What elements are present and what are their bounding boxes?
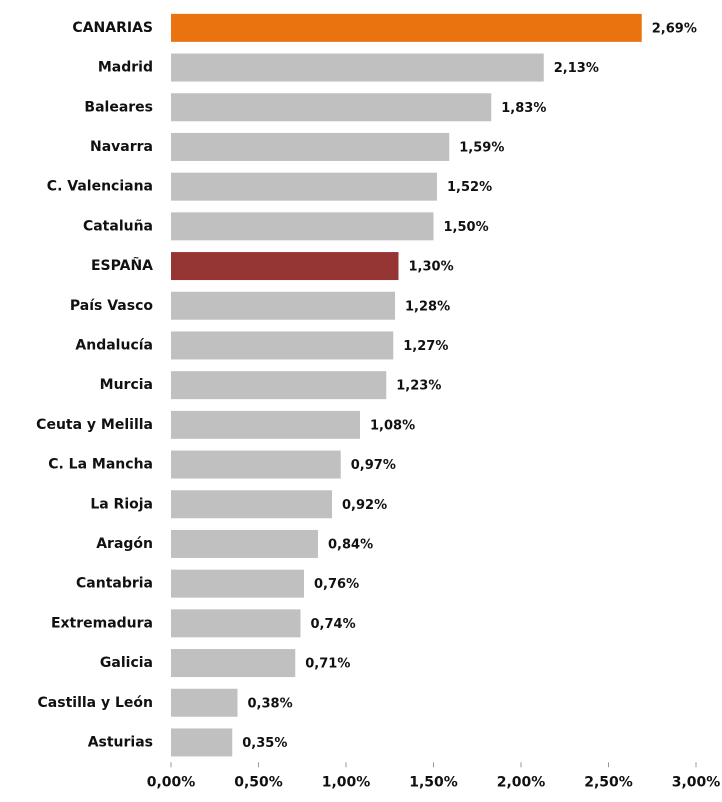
bar — [171, 252, 399, 281]
y-tick-label: C. La Mancha — [48, 457, 153, 473]
bar — [171, 13, 642, 42]
y-tick-label: Galicia — [100, 655, 153, 671]
value-label: 2,13% — [554, 61, 599, 76]
bar — [171, 212, 434, 241]
y-tick-label: CANARIAS — [72, 20, 153, 36]
value-label: 1,28% — [405, 299, 450, 314]
value-label: 0,84% — [328, 537, 373, 552]
y-tick-label: Asturias — [88, 734, 153, 750]
bar — [171, 93, 492, 122]
value-label: 0,71% — [305, 657, 350, 672]
y-tick-label: Cataluña — [83, 218, 153, 234]
bar — [171, 490, 332, 519]
y-tick-label: La Rioja — [90, 496, 153, 512]
bar — [171, 291, 395, 320]
y-tick-label: Andalucía — [75, 337, 153, 353]
bar — [171, 172, 437, 201]
value-label: 1,83% — [501, 101, 546, 116]
bar — [171, 609, 301, 638]
bar — [171, 728, 233, 757]
value-label: 1,27% — [403, 339, 448, 354]
bar — [171, 529, 318, 558]
y-tick-label: Castilla y León — [38, 695, 153, 711]
y-tick-label: Madrid — [98, 60, 153, 76]
value-label: 1,52% — [447, 180, 492, 195]
x-tick-label: 2,50% — [584, 774, 633, 790]
y-tick-label: Extremadura — [51, 615, 153, 631]
y-tick-label: Baleares — [84, 99, 153, 115]
y-tick-label: ESPAÑA — [91, 257, 153, 274]
x-tick-label: 3,00% — [672, 774, 721, 790]
bar — [171, 649, 296, 678]
value-label: 0,38% — [248, 696, 293, 711]
value-label: 1,59% — [459, 140, 504, 155]
value-label: 1,50% — [444, 220, 489, 235]
value-label: 1,23% — [396, 379, 441, 394]
x-tick-label: 0,00% — [147, 774, 196, 790]
y-tick-label: Ceuta y Melilla — [36, 417, 153, 433]
y-tick-label: C. Valenciana — [47, 179, 153, 195]
y-tick-label: País Vasco — [70, 298, 153, 314]
bar — [171, 331, 394, 360]
value-label: 0,92% — [342, 498, 387, 513]
value-label: 1,30% — [409, 260, 454, 275]
y-tick-label: Navarra — [90, 139, 153, 155]
value-label: 0,35% — [242, 736, 287, 751]
value-label: 0,97% — [351, 458, 396, 473]
x-tick-label: 0,50% — [234, 774, 283, 790]
bar — [171, 371, 387, 400]
bar — [171, 688, 238, 717]
bar — [171, 410, 360, 439]
bar — [171, 569, 304, 598]
y-tick-label: Aragón — [96, 536, 153, 552]
bar — [171, 132, 450, 161]
y-tick-label: Cantabria — [76, 576, 153, 592]
value-label: 2,69% — [652, 21, 697, 36]
value-label: 0,76% — [314, 577, 359, 592]
value-label: 0,74% — [311, 617, 356, 632]
y-tick-label: Murcia — [100, 377, 153, 393]
x-tick-label: 1,00% — [322, 774, 371, 790]
x-tick-label: 1,50% — [409, 774, 458, 790]
bar — [171, 450, 341, 479]
value-label: 1,08% — [370, 418, 415, 433]
bar — [171, 53, 544, 82]
x-tick-label: 2,00% — [497, 774, 546, 790]
